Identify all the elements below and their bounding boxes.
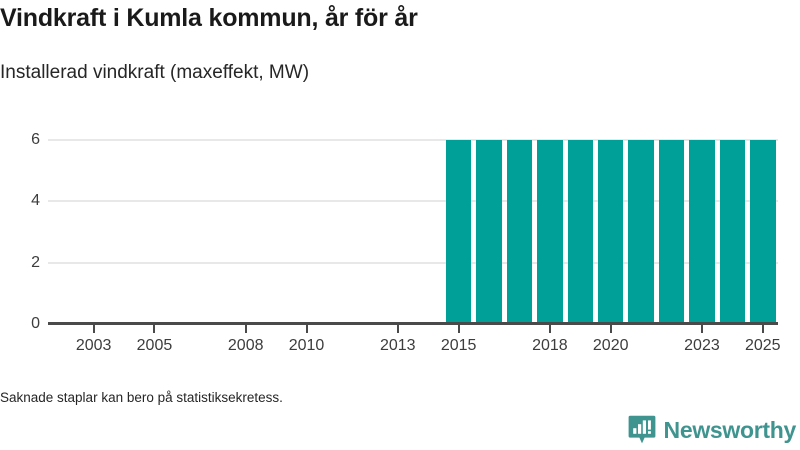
bar[interactable] (506, 140, 533, 324)
chart-subtitle: Installerad vindkraft (maxeffekt, MW) (0, 62, 310, 83)
x-axis-tick-label: 2023 (684, 337, 720, 354)
chart-footnote: Saknade staplar kan bero på statistiksek… (0, 390, 283, 405)
x-axis-tick-mark (244, 325, 247, 333)
y-axis-tick-label: 2 (31, 253, 40, 271)
bar[interactable] (750, 140, 776, 324)
x-axis-tick-label: 2008 (227, 337, 264, 354)
bar[interactable] (658, 140, 685, 324)
x-axis-tick-label: 2018 (532, 337, 568, 354)
x-axis-tick-mark (761, 325, 764, 333)
x-axis-tick-mark (305, 325, 308, 333)
plot-area (48, 139, 778, 324)
bar[interactable] (537, 140, 563, 324)
chart-title: Vindkraft i Kumla kommun, år för år (0, 4, 418, 32)
bar[interactable] (567, 140, 594, 324)
newsworthy-logo[interactable]: Newsworthy (628, 414, 796, 446)
x-axis-line (48, 322, 778, 325)
x-axis-tick-label: 2020 (592, 337, 629, 354)
x-axis-tick-label: 2003 (75, 337, 112, 354)
bar[interactable] (689, 140, 715, 324)
x-axis-tick-mark (396, 325, 399, 333)
bar[interactable] (597, 140, 624, 324)
x-axis-tick-mark (153, 325, 156, 333)
gridline (48, 139, 778, 141)
gridline (48, 261, 778, 264)
x-axis-tick-label: 2005 (136, 337, 173, 354)
bar[interactable] (719, 140, 746, 324)
newsworthy-bubble-chart-icon (628, 415, 655, 444)
y-axis-tick-label: 4 (31, 192, 40, 210)
x-axis-tick-mark (457, 325, 460, 333)
x-axis-tick-label: 2015 (440, 337, 477, 354)
bar[interactable] (445, 140, 472, 324)
gridline (48, 200, 778, 203)
x-axis-tick-label: 2025 (744, 337, 781, 354)
x-axis-tick-label: 2013 (379, 337, 416, 354)
x-axis-tick-mark (92, 325, 95, 333)
newsworthy-wordmark: Newsworthy (663, 416, 797, 443)
x-axis-tick-label: 2010 (288, 337, 325, 354)
x-axis-tick-mark (548, 325, 551, 333)
bar[interactable] (476, 140, 502, 324)
y-axis-ticks: 0 2 4 6 (0, 131, 40, 332)
y-axis-tick-label: 0 (31, 315, 40, 332)
bar[interactable] (628, 140, 654, 324)
x-axis-tick-mark (609, 325, 612, 333)
y-axis-tick-label: 6 (31, 131, 40, 148)
x-axis-tick-mark (700, 325, 703, 333)
